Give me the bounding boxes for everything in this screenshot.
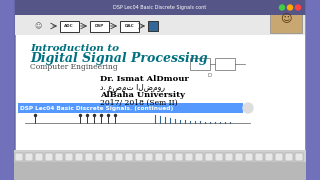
Bar	[0, 162, 320, 180]
Bar	[215, 58, 235, 70]
Circle shape	[287, 5, 292, 10]
Bar	[105, 153, 113, 161]
Circle shape	[243, 103, 253, 113]
Text: Computer Engineering: Computer Engineering	[30, 63, 118, 71]
Bar	[225, 153, 233, 161]
Bar	[195, 153, 203, 161]
Text: DSP Lec04 Basic Discrete Signals cont: DSP Lec04 Basic Discrete Signals cont	[113, 5, 207, 10]
Bar	[148, 21, 158, 31]
Text: DSP: DSP	[94, 24, 104, 28]
Bar	[125, 153, 133, 161]
Bar	[285, 153, 293, 161]
Bar	[255, 153, 263, 161]
FancyBboxPatch shape	[119, 21, 139, 31]
Bar	[65, 153, 73, 161]
Bar	[306, 0, 320, 180]
Text: Digital Signal Processing: Digital Signal Processing	[30, 51, 208, 64]
FancyBboxPatch shape	[90, 21, 108, 31]
Bar	[205, 153, 213, 161]
Bar	[25, 153, 33, 161]
Bar	[15, 0, 305, 15]
Bar	[5, 153, 13, 161]
Bar	[15, 15, 305, 160]
Bar	[15, 15, 305, 35]
Bar	[15, 153, 23, 161]
Text: ADC: ADC	[64, 24, 74, 28]
Bar	[190, 58, 210, 70]
Bar	[155, 153, 163, 161]
Text: DSP Lec04 Basic Discrete Signals. (continued): DSP Lec04 Basic Discrete Signals. (conti…	[20, 105, 173, 111]
Bar	[165, 153, 173, 161]
Bar	[145, 153, 153, 161]
Bar	[270, 5, 302, 33]
Bar	[0, 150, 320, 162]
Circle shape	[295, 5, 300, 10]
Bar	[75, 153, 83, 161]
Bar	[175, 153, 183, 161]
Bar	[18, 103, 243, 113]
Text: DAC: DAC	[124, 24, 134, 28]
Bar	[235, 153, 243, 161]
Text: AlBaha University: AlBaha University	[100, 91, 185, 99]
Text: د. عصمت الضمور: د. عصمت الضمور	[100, 82, 165, 91]
Bar	[0, 0, 14, 180]
Text: 2017/ 2018 (Sem II): 2017/ 2018 (Sem II)	[100, 99, 178, 107]
Bar	[135, 153, 143, 161]
Bar	[275, 153, 283, 161]
Bar	[295, 153, 303, 161]
Circle shape	[279, 5, 284, 10]
Text: Dr. Ismat AlDmour: Dr. Ismat AlDmour	[100, 75, 189, 83]
Text: Introduction to: Introduction to	[30, 44, 119, 53]
Bar	[35, 153, 43, 161]
Bar	[245, 153, 253, 161]
Text: D: D	[208, 73, 212, 78]
Bar	[55, 153, 63, 161]
Bar	[185, 153, 193, 161]
Bar	[95, 153, 103, 161]
Bar	[215, 153, 223, 161]
Bar	[45, 153, 53, 161]
Bar	[115, 153, 123, 161]
FancyBboxPatch shape	[60, 21, 78, 31]
Bar	[85, 153, 93, 161]
Text: ☺: ☺	[34, 23, 42, 29]
Bar	[265, 153, 273, 161]
Text: ☺: ☺	[280, 14, 292, 24]
